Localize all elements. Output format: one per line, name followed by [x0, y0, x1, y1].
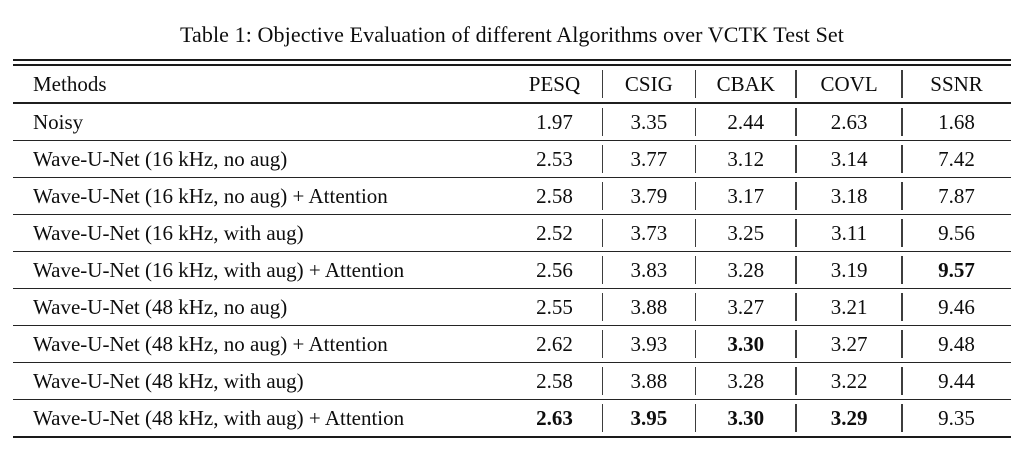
value-cell: 3.88: [601, 363, 695, 400]
table-row: Wave-U-Net (16 kHz, with aug) 2.52 3.73 …: [13, 214, 1011, 252]
value-cell: 3.17: [694, 178, 796, 215]
value-cell: 9.46: [901, 289, 1011, 326]
value-cell: 2.52: [536, 221, 573, 245]
value-cell: 1.97: [536, 110, 573, 134]
method-cell: Wave-U-Net (48 kHz, with aug): [33, 369, 304, 393]
table-row: Wave-U-Net (48 kHz, no aug) + Attention …: [13, 325, 1011, 363]
method-cell: Wave-U-Net (16 kHz, with aug) + Attentio…: [33, 258, 405, 282]
table-row: Noisy 1.97 3.35 2.44 2.63 1.68: [13, 103, 1011, 141]
value-cell: 3.30: [694, 400, 796, 438]
value-cell: 3.30: [694, 326, 796, 363]
column-header-csig: CSIG: [601, 66, 695, 103]
value-cell: 2.53: [536, 147, 573, 171]
value-cell: 2.63: [795, 103, 902, 141]
table-row: Wave-U-Net (16 kHz, no aug) 2.53 3.77 3.…: [13, 140, 1011, 178]
value-cell: 9.35: [901, 400, 1011, 438]
value-cell: 2.44: [694, 103, 796, 141]
method-cell: Wave-U-Net (48 kHz, no aug) + Attention: [33, 332, 388, 356]
table-container: Methods PESQ CSIG CBAK COVL SSNR Noisy 1…: [13, 59, 1011, 438]
column-header-methods: Methods: [33, 72, 107, 96]
value-cell: 3.27: [694, 289, 796, 326]
value-cell: 2.58: [536, 184, 573, 208]
top-rule-lower: [13, 64, 1011, 66]
value-cell: 3.28: [694, 363, 796, 400]
top-rule-upper: [13, 59, 1011, 61]
value-cell: 7.87: [901, 178, 1011, 215]
table-row: Wave-U-Net (48 kHz, with aug) + Attentio…: [13, 399, 1011, 438]
value-cell: 3.29: [795, 400, 902, 438]
value-cell: 3.14: [795, 141, 902, 178]
method-cell: Wave-U-Net (16 kHz, no aug): [33, 147, 288, 171]
column-header-ssnr: SSNR: [901, 66, 1011, 103]
value-cell: 3.93: [601, 326, 695, 363]
value-cell: 3.83: [601, 252, 695, 289]
value-cell: 3.28: [694, 252, 796, 289]
value-cell: 3.35: [601, 103, 695, 141]
value-cell: 7.42: [901, 141, 1011, 178]
value-cell: 3.18: [795, 178, 902, 215]
column-header-cbak: CBAK: [694, 66, 796, 103]
method-cell: Noisy: [33, 110, 84, 134]
header-row: Methods PESQ CSIG CBAK COVL SSNR: [13, 66, 1011, 103]
value-cell: 9.44: [901, 363, 1011, 400]
table-row: Wave-U-Net (48 kHz, no aug) 2.55 3.88 3.…: [13, 288, 1011, 326]
value-cell: 3.79: [601, 178, 695, 215]
value-cell: 3.88: [601, 289, 695, 326]
value-cell: 3.12: [694, 141, 796, 178]
value-cell: 3.77: [601, 141, 695, 178]
table-row: Wave-U-Net (48 kHz, with aug) 2.58 3.88 …: [13, 362, 1011, 400]
method-cell: Wave-U-Net (48 kHz, no aug): [33, 295, 288, 319]
value-cell: 9.48: [901, 326, 1011, 363]
value-cell: 2.58: [536, 369, 573, 393]
value-cell: 3.21: [795, 289, 902, 326]
method-cell: Wave-U-Net (48 kHz, with aug) + Attentio…: [33, 406, 405, 430]
method-cell: Wave-U-Net (16 kHz, no aug) + Attention: [33, 184, 388, 208]
value-cell: 3.11: [795, 215, 902, 252]
value-cell: 3.22: [795, 363, 902, 400]
value-cell: 2.56: [536, 258, 573, 282]
table-caption: Table 1: Objective Evaluation of differe…: [180, 22, 844, 47]
method-cell: Wave-U-Net (16 kHz, with aug): [33, 221, 304, 245]
value-cell: 3.27: [795, 326, 902, 363]
value-cell: 2.55: [536, 295, 573, 319]
value-cell: 3.25: [694, 215, 796, 252]
value-cell: 2.63: [536, 406, 573, 430]
value-cell: 1.68: [901, 103, 1011, 141]
value-cell: 9.56: [901, 215, 1011, 252]
value-cell: 3.19: [795, 252, 902, 289]
value-cell: 3.73: [601, 215, 695, 252]
table-row: Wave-U-Net (16 kHz, no aug) + Attention …: [13, 177, 1011, 215]
value-cell: 2.62: [536, 332, 573, 356]
value-cell: 9.57: [901, 252, 1011, 289]
value-cell: 3.95: [601, 400, 695, 438]
column-header-covl: COVL: [795, 66, 902, 103]
results-table: Methods PESQ CSIG CBAK COVL SSNR Noisy 1…: [13, 66, 1011, 438]
column-header-pesq: PESQ: [528, 72, 581, 96]
table-row: Wave-U-Net (16 kHz, with aug) + Attentio…: [13, 251, 1011, 289]
